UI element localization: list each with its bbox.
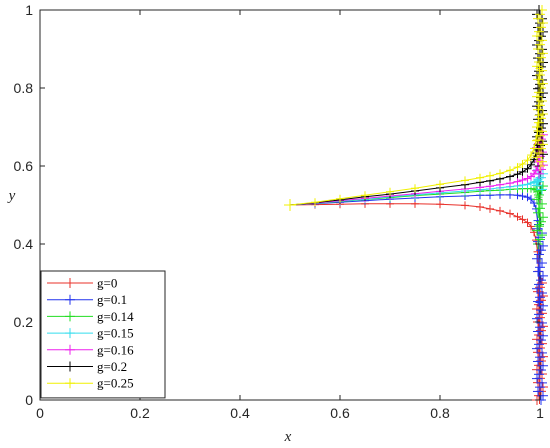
- legend-item: g=0.16: [47, 342, 134, 357]
- legend-item: g=0: [47, 276, 117, 291]
- legend-label: g=0.16: [97, 342, 134, 357]
- legend-label: g=0.15: [97, 326, 134, 341]
- x-tick-label: 0.2: [130, 405, 150, 421]
- y-tick-label: 0.4: [14, 236, 34, 252]
- legend-item: g=0.2: [47, 359, 127, 374]
- legend-item: g=0.1: [47, 292, 127, 307]
- y-axis-label: y: [7, 188, 16, 204]
- x-tick-label: 0.4: [230, 405, 250, 421]
- y-tick-label: 0.6: [14, 158, 34, 174]
- legend-label: g=0.1: [97, 292, 127, 307]
- legend-label: g=0.2: [97, 359, 127, 374]
- series-layer: [284, 5, 548, 405]
- x-tick-label: 0.6: [330, 405, 350, 421]
- legend-item: g=0.25: [47, 376, 134, 391]
- x-tick-label: 1: [536, 405, 544, 421]
- y-tick-label: 1: [25, 2, 33, 18]
- legend-item: g=0.14: [47, 309, 134, 324]
- legend-label: g=0.25: [97, 376, 134, 391]
- legend: g=0g=0.1 g=0.14 g=0.15g=0.16 g=0.2 g=0.25: [40, 270, 166, 399]
- y-tick-label: 0.2: [14, 314, 34, 330]
- legend-box: [40, 270, 166, 399]
- x-tick-label: 0: [36, 405, 44, 421]
- legend-item: g=0.15: [47, 326, 134, 341]
- series-line: [289, 203, 540, 401]
- legend-label: g=0.14: [97, 309, 134, 324]
- axes-layer: 0 0.2 0.4 0.6 0.8 1 0 0.2 0.4 0.6 0.8 1: [14, 2, 545, 421]
- y-tick-label: 0: [25, 392, 33, 408]
- x-axis-label: x: [284, 429, 292, 445]
- legend-label: g=0: [97, 276, 117, 291]
- y-tick-label: 0.8: [14, 80, 34, 96]
- series-7: [286, 5, 548, 209]
- x-tick-label: 0.8: [430, 405, 450, 421]
